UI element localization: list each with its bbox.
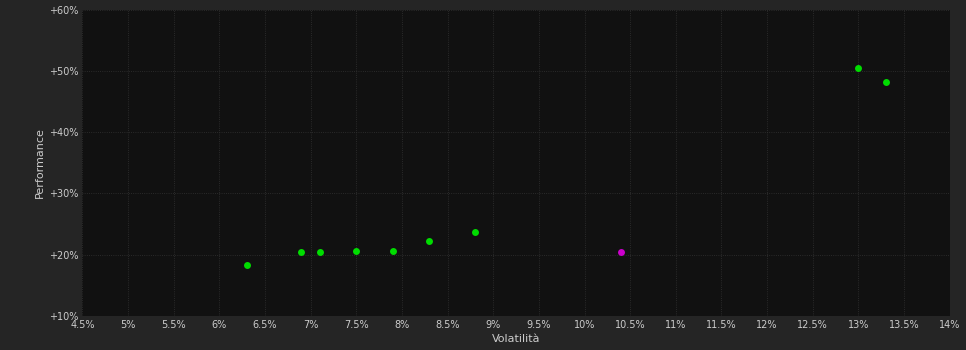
Point [468, 229, 483, 235]
Point [239, 262, 254, 268]
Point [312, 250, 327, 255]
Point [613, 250, 629, 255]
Point [878, 79, 894, 85]
Point [851, 65, 867, 71]
Point [349, 248, 364, 253]
Point [385, 248, 401, 253]
Point [421, 238, 437, 244]
Y-axis label: Performance: Performance [35, 127, 44, 198]
X-axis label: Volatilità: Volatilità [492, 335, 540, 344]
Point [294, 250, 309, 255]
